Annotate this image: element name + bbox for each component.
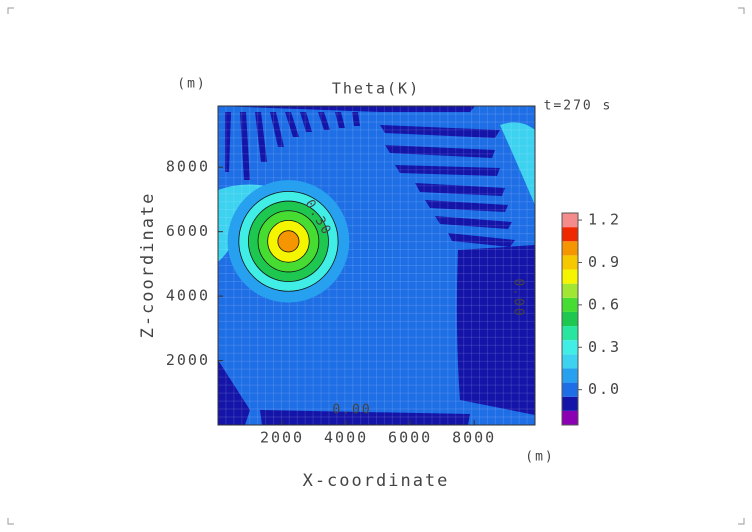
y-tick-label: 8000 <box>166 158 210 176</box>
colorbar-segment <box>562 213 578 228</box>
overlay: 2000 4000 6000 8000 2000 4000 6000 8000 0.0 0.3 0.… <box>166 158 621 447</box>
colorbar-segment <box>562 354 578 369</box>
colorbar-tick-label: 0.9 <box>588 253 621 271</box>
colorbar-tick-label: 0.3 <box>588 338 621 356</box>
y-tick-label: 6000 <box>166 222 210 240</box>
colorbar-segment <box>562 269 578 284</box>
dark-regions <box>218 106 535 425</box>
colorbar-segment <box>562 297 578 312</box>
x-tick-label: 6000 <box>388 429 432 447</box>
colorbar-segment <box>562 410 578 425</box>
x-tick-label: 2000 <box>260 429 304 447</box>
field <box>218 106 535 425</box>
colorbar-tick-label: 1.2 <box>588 211 621 229</box>
colorbar-segment <box>562 340 578 355</box>
colorbar-segment <box>562 368 578 383</box>
colorbar-frame <box>561 212 579 426</box>
colorbar-segment <box>562 241 578 256</box>
plot-frame <box>217 105 536 426</box>
y-axis-label: Z-coordinate <box>138 192 158 339</box>
colorbar-segment <box>562 283 578 298</box>
x-axis-label: X-coordinate <box>303 471 450 491</box>
x-unit: (m) <box>525 450 554 465</box>
contour-ring <box>277 230 300 253</box>
contour-label: 0.00 <box>332 403 371 418</box>
colorbar-segment <box>562 326 578 341</box>
y-tick-label: 4000 <box>166 287 210 305</box>
page-corners <box>7 7 745 525</box>
colorbar-segment <box>562 227 578 242</box>
chart-title: Theta(K) <box>332 80 420 98</box>
colorbar-segment <box>562 255 578 270</box>
contour-label: 0.00 <box>511 278 526 317</box>
colorbar-tick-label: 0.6 <box>588 295 621 313</box>
x-tick-label: 4000 <box>324 429 368 447</box>
colorbar-segment <box>562 311 578 327</box>
y-unit: (m) <box>177 77 206 92</box>
bubble <box>227 180 350 303</box>
colorbar-segment <box>562 396 578 411</box>
x-tick-label: 8000 <box>452 429 496 447</box>
colorbar-segment <box>562 382 578 397</box>
colorbar-tick-label: 0.0 <box>588 380 621 398</box>
y-tick-label: 2000 <box>166 351 210 369</box>
time-label: t=270 s <box>544 99 613 114</box>
